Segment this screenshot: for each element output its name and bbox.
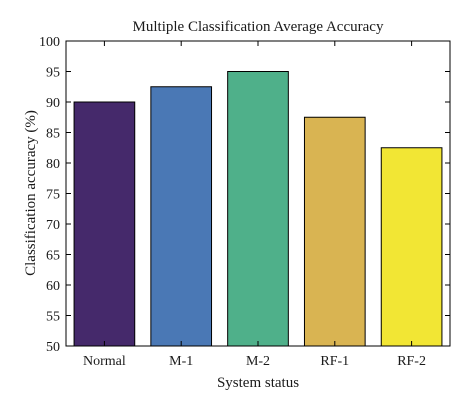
x-tick-label: RF-2 xyxy=(397,354,426,369)
y-tick-label: 80 xyxy=(46,157,60,172)
bar-m-2 xyxy=(227,71,289,347)
x-axis-ticks: Normal M-1 M-2 RF-1 RF-2 xyxy=(83,41,426,369)
y-tick-label: 55 xyxy=(46,310,60,325)
y-tick-label: 100 xyxy=(39,35,60,50)
bar-rf-1 xyxy=(303,116,366,347)
y-tick-label: 75 xyxy=(46,188,60,203)
y-tick-label: 60 xyxy=(46,279,60,294)
chart-title: Multiple Classification Average Accuracy xyxy=(133,19,384,35)
y-axis-label: Classification accuracy (%) xyxy=(23,110,39,276)
x-tick-label: M-1 xyxy=(169,354,193,369)
x-tick-label: RF-1 xyxy=(320,354,349,369)
y-tick-label: 50 xyxy=(46,340,60,355)
x-axis-label: System status xyxy=(217,375,299,391)
y-tick-label: 95 xyxy=(46,66,60,81)
y-axis-ticks: 50 55 60 65 70 75 80 85 90 95 100 xyxy=(39,35,450,355)
bar-rf-2 xyxy=(380,147,443,347)
x-tick-label: M-2 xyxy=(246,354,270,369)
bar-normal xyxy=(73,101,136,347)
y-tick-label: 85 xyxy=(46,127,60,142)
bars xyxy=(73,71,443,347)
plot-frame xyxy=(65,40,451,347)
y-tick-label: 65 xyxy=(46,249,60,264)
x-tick-label: Normal xyxy=(83,354,126,369)
y-tick-label: 90 xyxy=(46,96,60,111)
y-tick-label: 70 xyxy=(46,218,60,233)
bar-m-1 xyxy=(150,86,213,347)
